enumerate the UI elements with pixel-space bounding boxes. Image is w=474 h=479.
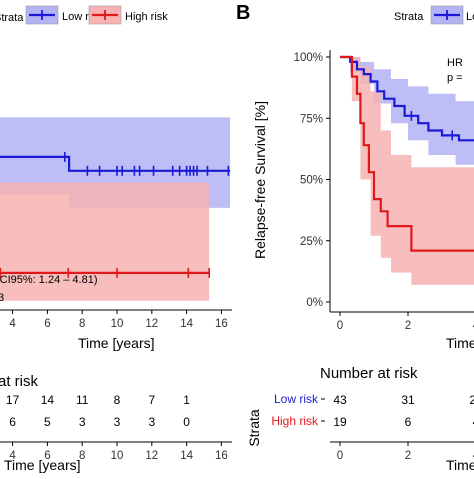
ci-band-high-risk bbox=[340, 57, 474, 285]
ci-band-high-risk bbox=[0, 182, 210, 301]
panel-b-legend: Strata Low bbox=[394, 5, 474, 25]
panel-b-y-ticks: 0% 25% 50% 75% 100% bbox=[294, 52, 330, 309]
panel-b-legend-title: Strata bbox=[394, 11, 424, 23]
risk-count: 1 bbox=[183, 393, 190, 407]
x-tick-label: 6 bbox=[44, 318, 50, 330]
x-tick-label: 12 bbox=[145, 318, 158, 330]
panel-b-risk-table: Low risk43312521High risk19642 bbox=[271, 392, 474, 429]
panel-a-x-ticks: 4 6 8 10 12 14 16 bbox=[9, 310, 228, 330]
risk-count: 6 bbox=[9, 415, 16, 429]
risk-count: 43 bbox=[333, 393, 347, 407]
panel-a-risk-table-title: at risk bbox=[0, 373, 39, 390]
risk-x-tick-label: 2 bbox=[405, 450, 411, 462]
panel-b-censor-marks bbox=[410, 110, 454, 141]
panel-b-risk-x-axis-title: Time bbox=[446, 457, 474, 473]
panel-a-legend: Strata Low risk High risk bbox=[0, 5, 168, 25]
panel-b-survival-curves bbox=[340, 55, 474, 252]
risk-count: 4 bbox=[473, 415, 474, 429]
risk-count: 5 bbox=[44, 415, 51, 429]
risk-count: 14 bbox=[41, 393, 55, 407]
risk-x-tick-label: 8 bbox=[79, 450, 85, 462]
panel-b-risk-y-axis-title: Strata bbox=[246, 409, 262, 447]
risk-row-label: Low risk bbox=[274, 392, 319, 406]
risk-count: 11 bbox=[76, 393, 89, 407]
panel-b-x-ticks: 0246 bbox=[337, 312, 474, 332]
risk-row-label: High risk bbox=[271, 414, 319, 428]
panel-b-ci-bands bbox=[340, 57, 474, 285]
legend-label-high-risk: High risk bbox=[125, 11, 168, 23]
risk-count: 3 bbox=[79, 415, 86, 429]
risk-count: 31 bbox=[401, 393, 415, 407]
panel-a-censor-marks bbox=[0, 151, 230, 278]
risk-count: 7 bbox=[148, 393, 155, 407]
panel-b-hr-annotation: HR bbox=[447, 57, 463, 69]
survival-curve-low-risk bbox=[340, 55, 474, 142]
panel-a-legend-title: Strata bbox=[0, 12, 24, 24]
risk-x-tick-label: 0 bbox=[337, 450, 343, 462]
x-tick-label: 14 bbox=[180, 318, 193, 330]
x-tick-label: 2 bbox=[405, 320, 411, 332]
x-tick-label: 4 bbox=[9, 318, 16, 330]
risk-count: 3 bbox=[148, 415, 155, 429]
risk-x-tick-label: 10 bbox=[111, 450, 124, 462]
risk-x-tick-label: 14 bbox=[180, 450, 193, 462]
risk-count: 0 bbox=[183, 415, 190, 429]
panel-a-x-axis-title: Time [years] bbox=[78, 335, 155, 351]
risk-count: 19 bbox=[333, 415, 347, 429]
x-tick-label: 0 bbox=[337, 320, 343, 332]
panel-a-risk-x-ticks: 4 6 8 10 12 14 16 bbox=[9, 442, 228, 462]
risk-x-tick-label: 16 bbox=[215, 450, 228, 462]
panel-b-risk-x-ticks: 0246 bbox=[337, 442, 474, 462]
risk-x-tick-label: 4 bbox=[9, 450, 16, 462]
panel-b-risk-table-title: Number at risk bbox=[320, 365, 418, 382]
y-tick-label: 75% bbox=[300, 113, 323, 125]
x-tick-label: 8 bbox=[79, 318, 85, 330]
panel-b-x-axis-title: Time bbox=[446, 335, 474, 351]
ci-band-low-risk bbox=[340, 57, 474, 165]
panel-b: B Strata Low Relapse-free Survival [%] 0… bbox=[236, 2, 474, 473]
risk-count: 17 bbox=[6, 393, 20, 407]
risk-count: 6 bbox=[405, 415, 412, 429]
panel-a-risk-x-axis-title: Time [years] bbox=[4, 457, 81, 473]
survival-curve-high-risk bbox=[0, 271, 210, 274]
panel-b-letter: B bbox=[236, 2, 250, 24]
y-tick-label: 0% bbox=[306, 297, 323, 309]
survival-curve-high-risk bbox=[340, 55, 474, 252]
risk-x-tick-label: 6 bbox=[44, 450, 50, 462]
x-tick-label: 10 bbox=[111, 318, 124, 330]
panel-a-ci-bands bbox=[0, 117, 231, 301]
panel-b-legend-label-low: Low bbox=[466, 11, 474, 23]
panel-b-p-annotation: p = bbox=[447, 72, 463, 84]
y-tick-label: 25% bbox=[300, 236, 323, 248]
x-tick-label: 4 bbox=[473, 320, 474, 332]
panel-b-y-axis-title: Relapse-free Survival [%] bbox=[252, 101, 268, 259]
panel-a-p-annotation: 3 bbox=[0, 292, 4, 304]
y-tick-label: 100% bbox=[294, 52, 323, 64]
x-tick-label: 16 bbox=[215, 318, 228, 330]
risk-count: 25 bbox=[469, 393, 474, 407]
y-tick-label: 50% bbox=[300, 175, 323, 187]
panel-a-risk-table: 201714118719653330 bbox=[6, 393, 190, 429]
risk-x-tick-label: 4 bbox=[473, 450, 474, 462]
risk-count: 8 bbox=[114, 393, 121, 407]
risk-count: 3 bbox=[114, 415, 121, 429]
risk-x-tick-label: 12 bbox=[145, 450, 158, 462]
panel-a-hr-ci-annotation: (CI95%: 1.24 – 4.81) bbox=[0, 274, 98, 286]
